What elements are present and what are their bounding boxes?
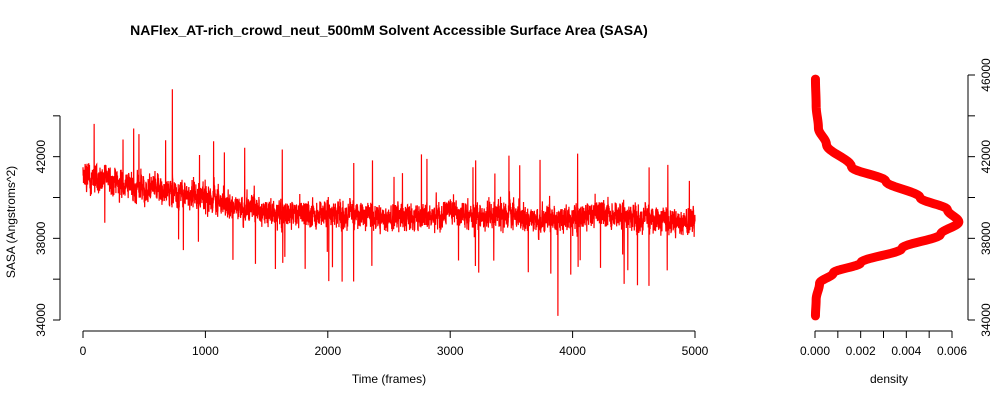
x-tick-label: 1000 [192, 344, 219, 358]
x-tick-label: 3000 [437, 344, 464, 358]
density-y-tick-label: 46000 [979, 58, 993, 92]
density-x-tick-label: 0.004 [891, 344, 921, 358]
density-panel: 0.000 0.002 0.004 0.006 density 34000 38000 420… [800, 58, 993, 386]
density-x-tick-label: 0.006 [937, 344, 967, 358]
y-tick-label: 42000 [34, 140, 48, 174]
y-axis-label: SASA (Angstroms^2) [4, 166, 18, 278]
density-y-tick-label: 34000 [979, 303, 993, 337]
y-tick-label: 38000 [34, 221, 48, 255]
density-x-tick-label: 0.000 [800, 344, 830, 358]
y-axis: 34000 38000 42000 [34, 115, 61, 337]
density-y-tick-label: 38000 [979, 221, 993, 255]
density-y-axis: 34000 38000 42000 46000 [967, 58, 993, 337]
x-tick-label: 2000 [314, 344, 341, 358]
density-x-axis: 0.000 0.002 0.004 0.006 [800, 330, 967, 358]
x-tick-label: 0 [80, 344, 87, 358]
x-tick-label: 5000 [682, 344, 709, 358]
x-tick-label: 4000 [559, 344, 586, 358]
density-x-axis-label: density [870, 372, 908, 386]
density-curve [810, 74, 964, 321]
density-y-tick-label: 42000 [979, 140, 993, 174]
density-x-tick-label: 0.002 [846, 344, 876, 358]
sasa-series-line [82, 89, 696, 316]
x-axis: 0 1000 2000 3000 4000 5000 [80, 330, 709, 358]
chart-title: NAFlex_AT-rich_crowd_neut_500mM Solvent … [130, 22, 648, 38]
y-tick-label: 34000 [34, 303, 48, 337]
x-axis-label: Time (frames) [352, 372, 426, 386]
